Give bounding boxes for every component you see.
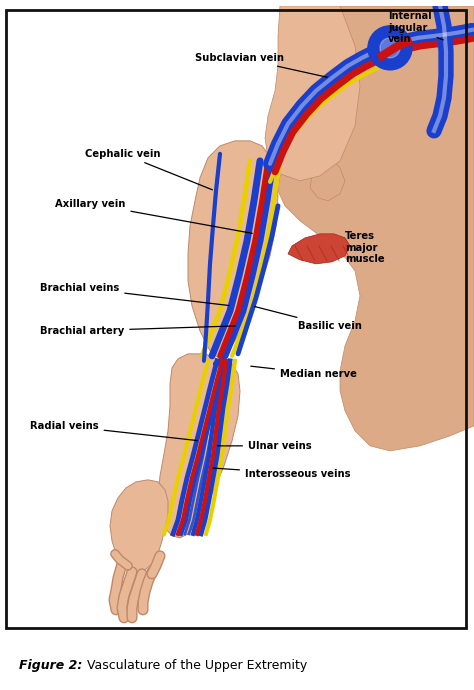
Text: Subclavian vein: Subclavian vein xyxy=(195,53,327,77)
Text: Basilic vein: Basilic vein xyxy=(255,306,362,331)
Polygon shape xyxy=(288,234,350,264)
Text: Radial veins: Radial veins xyxy=(30,421,197,440)
Text: Ulnar veins: Ulnar veins xyxy=(218,441,311,451)
Circle shape xyxy=(368,26,412,70)
Text: Interosseous veins: Interosseous veins xyxy=(213,468,350,479)
Text: Axillary vein: Axillary vein xyxy=(55,199,252,233)
Polygon shape xyxy=(110,480,168,572)
Polygon shape xyxy=(278,6,474,451)
Polygon shape xyxy=(265,6,360,181)
Text: Figure 2:: Figure 2: xyxy=(19,660,82,672)
Text: Brachial artery: Brachial artery xyxy=(40,326,235,336)
Polygon shape xyxy=(188,141,278,361)
Text: Vasculature of the Upper Extremity: Vasculature of the Upper Extremity xyxy=(83,660,307,672)
Text: Brachial veins: Brachial veins xyxy=(40,283,229,306)
Circle shape xyxy=(380,38,400,58)
Text: Median nerve: Median nerve xyxy=(251,366,357,379)
Text: Cephalic vein: Cephalic vein xyxy=(85,149,212,190)
Text: Internal
jugular
vein: Internal jugular vein xyxy=(388,11,443,44)
Text: Teres
major
muscle: Teres major muscle xyxy=(340,231,384,264)
Polygon shape xyxy=(158,354,240,538)
